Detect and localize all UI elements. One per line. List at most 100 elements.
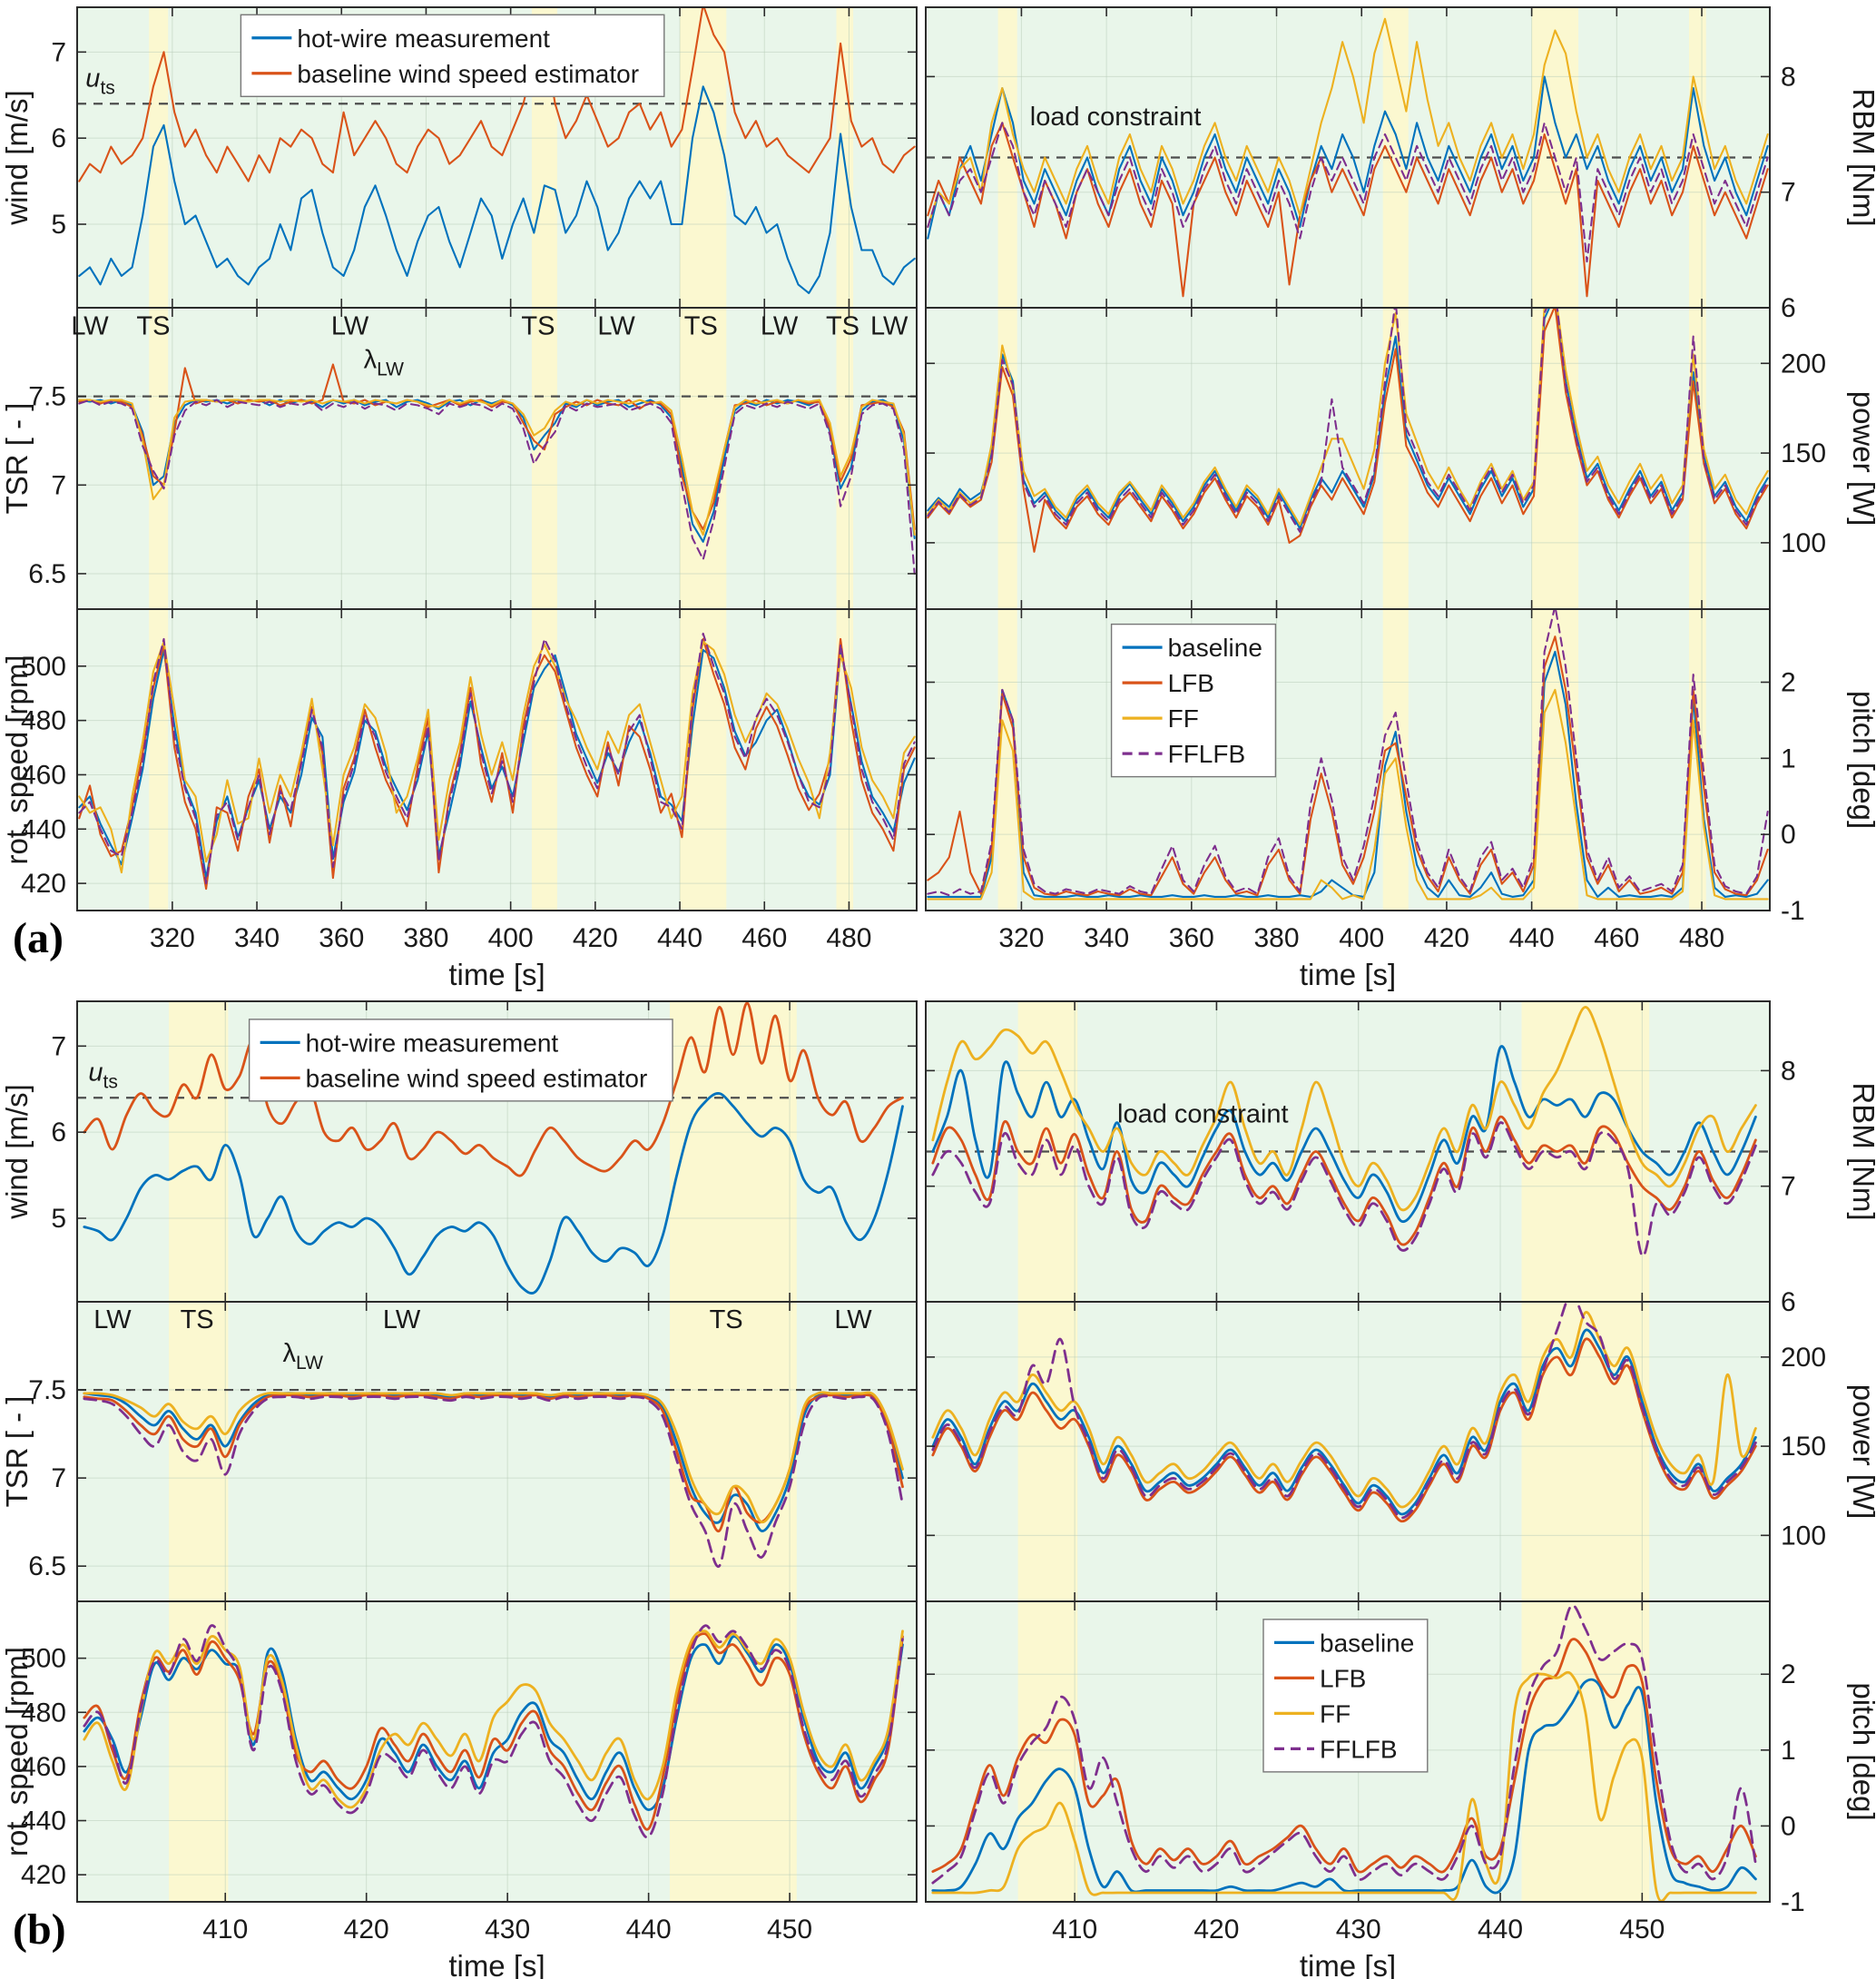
annotation: TS: [826, 311, 859, 340]
y-tick-label: 6: [51, 123, 66, 153]
x-tick-label: 480: [826, 923, 871, 953]
y-axis-label: pitch [deg]: [1847, 691, 1876, 829]
series-FF: [83, 1391, 904, 1524]
series-FF: [927, 17, 1769, 228]
x-tick-label: 410: [202, 1915, 248, 1945]
series-FFLFB: [931, 1121, 1757, 1257]
x-tick-label: 410: [1052, 1915, 1097, 1945]
y-tick-label: 7: [51, 1031, 66, 1061]
ts-band: [669, 1601, 797, 1902]
legend-label: FF: [1168, 704, 1199, 733]
y-tick-label: 200: [1781, 349, 1826, 379]
y-axis-label: power [W]: [1847, 1384, 1876, 1520]
legend-label: LFB: [1320, 1664, 1366, 1692]
chart-b-rbm: 6 7 8 RBM [Nm] load constraint: [925, 1000, 1876, 1317]
y-tick-label: 7.5: [28, 382, 66, 412]
x-axis-label: time [s]: [1300, 958, 1396, 991]
series-FF: [931, 1006, 1757, 1212]
chart-b-pitch: -1 0 1 2 410 420 430 440 450 time [s] pitch [deg] b…: [925, 1600, 1876, 1979]
y-tick-label: 1: [1781, 1736, 1796, 1766]
x-tick-label: 320: [150, 923, 195, 953]
x-tick-label: 430: [1336, 1915, 1381, 1945]
series-baseline: [927, 75, 1769, 240]
y-tick-label: 7: [51, 1463, 66, 1493]
series-baseline-wind-speed-estimator: [83, 1001, 904, 1177]
series-FFLFB: [927, 122, 1769, 263]
annotation: LW: [93, 1305, 132, 1334]
ts-band: [680, 308, 727, 609]
annotation: LW: [870, 311, 909, 340]
legend-label: hot-wire measurement: [297, 25, 550, 53]
x-tick-label: 440: [657, 923, 702, 953]
series-baseline: [927, 650, 1769, 898]
annotation: LW: [597, 311, 635, 340]
ts-band: [997, 609, 1017, 911]
chart-a-wind: 5 6 7 wind [m/s] uts hot-wire measurement base…: [0, 6, 918, 309]
y-tick-label: 100: [1781, 528, 1826, 558]
x-tick-label: 420: [573, 923, 618, 953]
plot-border: [925, 608, 1771, 911]
y-tick-label: 0: [1781, 1811, 1796, 1841]
series-FFLFB: [927, 609, 1769, 897]
y-axis-label: power [W]: [1847, 391, 1876, 527]
series-FF: [78, 640, 916, 874]
series-FFLFB: [78, 399, 916, 575]
plot-background: [926, 609, 1770, 911]
series-LFB: [927, 635, 1769, 897]
chart-a-rbm: 6 7 8 RBM [Nm] load constraint: [925, 6, 1876, 323]
chart-b-rot: 420 440 460 480 500 410 420 430 440 450 time [s] ro…: [0, 1600, 918, 1979]
y-tick-label: 8: [1781, 1056, 1796, 1086]
y-axis-label: wind [m/s]: [0, 1084, 34, 1220]
y-tick-label: 420: [21, 869, 66, 899]
series-FFLFB: [78, 632, 916, 885]
y-tick-label: 440: [21, 814, 66, 844]
series-FF: [927, 308, 1769, 527]
ts-band: [669, 1001, 797, 1302]
series-baseline: [931, 1678, 1757, 1895]
legend-label: FFLFB: [1168, 740, 1246, 768]
legend: hot-wire measurement baseline wind speed …: [248, 1019, 673, 1102]
y-tick-label: 1: [1781, 743, 1796, 773]
y-tick-label: 8: [1781, 62, 1796, 92]
ts-band: [669, 1302, 797, 1601]
annotation: LW: [834, 1305, 872, 1334]
y-tick-label: 6: [1781, 293, 1796, 323]
legend-label: hot-wire measurement: [306, 1029, 559, 1057]
legend-label: baseline wind speed estimator: [297, 60, 639, 88]
y-tick-label: 6.5: [28, 1551, 66, 1581]
y-tick-label: 440: [21, 1807, 66, 1836]
y-tick-label: 7: [51, 470, 66, 500]
y-axis-label: rot. speed [rpm]: [0, 655, 34, 864]
x-tick-label: 430: [485, 1915, 530, 1945]
series-baseline: [931, 1045, 1757, 1224]
y-tick-label: 480: [21, 1698, 66, 1728]
annotation: TS: [136, 311, 170, 340]
annotation: LW: [331, 311, 369, 340]
ts-band: [1017, 1302, 1078, 1601]
annotation: LW: [383, 1305, 421, 1334]
y-tick-label: 6: [1781, 1287, 1796, 1317]
x-tick-label: 460: [742, 923, 787, 953]
series-FFLFB: [931, 1604, 1757, 1885]
x-tick-label: 450: [767, 1915, 812, 1945]
legend-label: baseline: [1320, 1629, 1414, 1657]
x-tick-label: 460: [1594, 923, 1639, 953]
legend-label: baseline: [1168, 634, 1262, 662]
series-LFB: [931, 1638, 1757, 1874]
y-tick-label: 7: [1781, 1172, 1796, 1202]
annotation: load constraint: [1117, 1100, 1289, 1129]
annotation: LW: [71, 311, 109, 340]
annotation: λLW: [282, 1339, 323, 1373]
ts-band: [169, 1302, 229, 1601]
series-FF: [927, 688, 1769, 901]
panel-a-label: (a): [13, 914, 64, 962]
chart-b-wind: 5 6 7 wind [m/s] uts hot-wire measurement base…: [0, 1000, 918, 1303]
x-tick-label: 450: [1619, 1915, 1665, 1945]
y-tick-label: 6.5: [28, 559, 66, 589]
series-FFLFB: [927, 308, 1769, 534]
series-hot-wire-measurement: [78, 85, 916, 294]
y-tick-label: 500: [21, 1644, 66, 1674]
series-FFLFB: [83, 1624, 904, 1839]
